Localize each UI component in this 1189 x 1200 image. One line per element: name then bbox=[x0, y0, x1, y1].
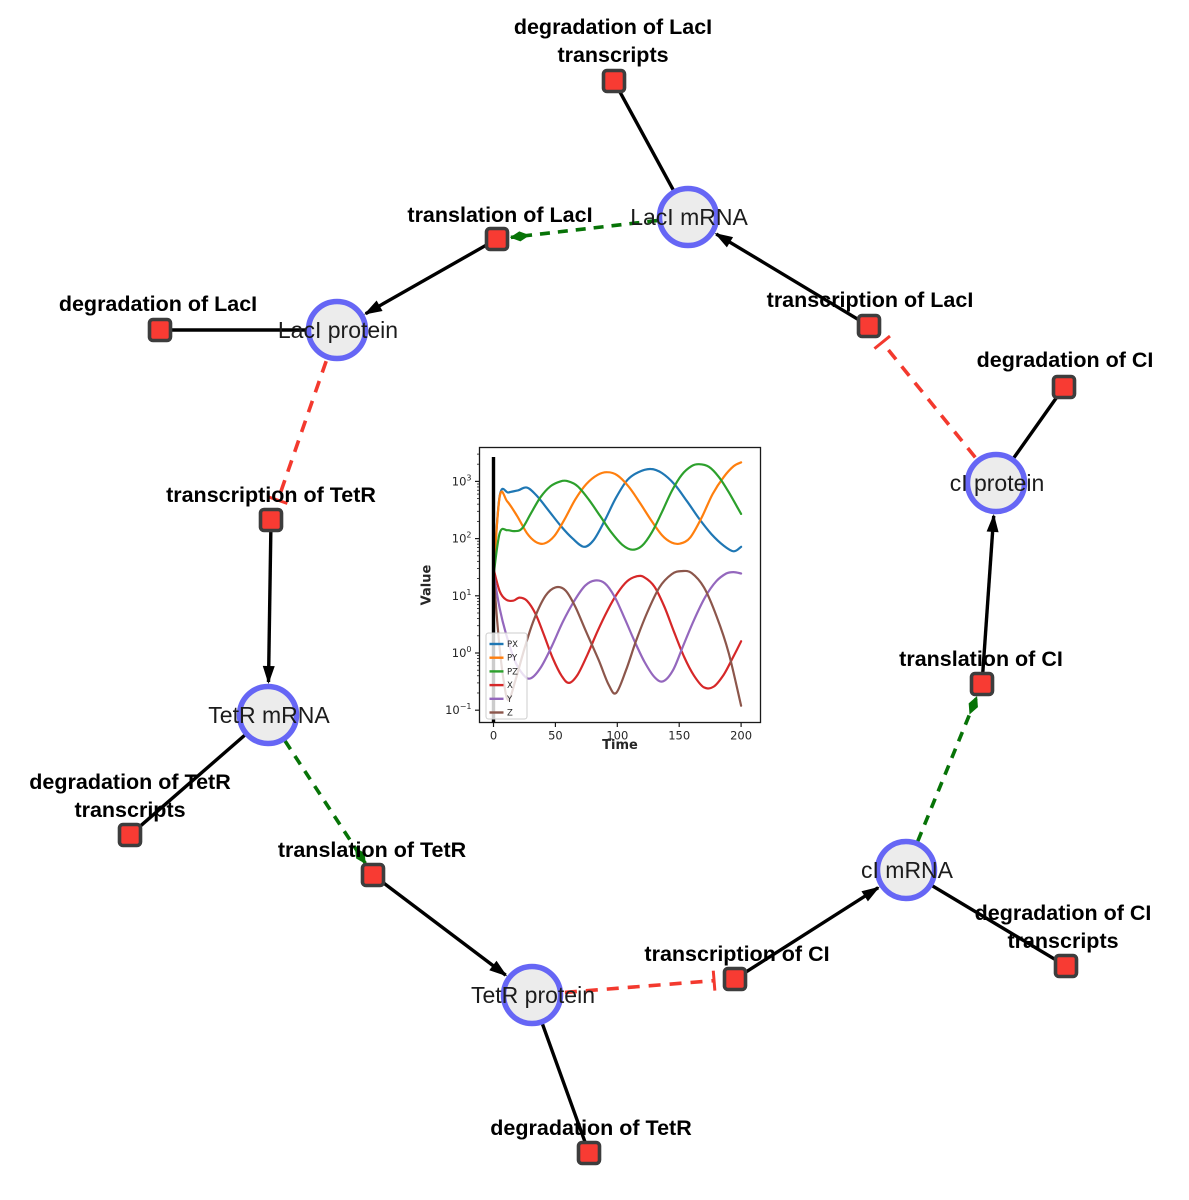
legend-label-X: X bbox=[507, 681, 513, 691]
y-axis-label: Value bbox=[420, 564, 435, 605]
y-tick-label: 102 bbox=[452, 531, 472, 546]
y-tick-label: 100 bbox=[452, 645, 472, 660]
x-tick-label: 50 bbox=[548, 729, 563, 743]
x-axis-label: Time bbox=[602, 738, 638, 753]
species-label-laci-mrna: LacI mRNA bbox=[630, 204, 748, 230]
x-tick-label: 200 bbox=[730, 729, 752, 743]
plot-frame bbox=[478, 446, 762, 724]
nodes-layer bbox=[117, 68, 1079, 1166]
series-line-PZ bbox=[492, 463, 743, 578]
edge-modifier-laci-mrna-to-translation-of-laci[interactable] bbox=[509, 218, 658, 242]
edge-production-translation-of-tetr-to-tetr-protein[interactable] bbox=[380, 880, 508, 977]
reaction-label-transcription-of-tetr: transcription of TetR bbox=[166, 483, 376, 507]
reaction-node-translation-of-laci[interactable] bbox=[484, 226, 510, 252]
reaction-node-transcription-of-tetr[interactable] bbox=[258, 507, 284, 533]
species-node-laci-mrna[interactable] bbox=[656, 185, 720, 249]
species-node-tetr-mrna[interactable] bbox=[236, 683, 300, 747]
species-node-laci-protein[interactable] bbox=[305, 298, 369, 362]
species-label-tetr-protein: TetR protein bbox=[471, 982, 595, 1008]
reaction-label-translation-of-laci: translation of LacI bbox=[407, 203, 592, 227]
reaction-label-transcription-of-laci: transcription of LacI bbox=[767, 288, 974, 312]
reaction-label-translation-of-ci: translation of CI bbox=[899, 647, 1063, 671]
edge-production-translation-of-laci-to-laci-protein[interactable] bbox=[363, 242, 489, 316]
edge-inhibition-laci-protein-to-transcription-of-tetr[interactable] bbox=[267, 360, 328, 505]
series-line-PY bbox=[492, 461, 743, 578]
species-node-ci-mrna[interactable] bbox=[874, 838, 938, 902]
reaction-label-degradation-of-tetr-transcripts: degradation of TetR bbox=[29, 770, 231, 794]
edges-layer bbox=[137, 89, 1060, 1144]
x-tick-label: 100 bbox=[606, 729, 628, 743]
reaction-label-transcription-of-ci: transcription of CI bbox=[644, 942, 829, 966]
edge-consumption-tetr-protein-to-degradation-of-tetr[interactable] bbox=[540, 1021, 587, 1144]
reaction-node-degradation-of-laci-transcripts[interactable] bbox=[601, 68, 627, 94]
species-label-ci-protein: cI protein bbox=[950, 470, 1045, 496]
legend: PX PY PZ XYZ bbox=[485, 632, 528, 720]
edge-consumption-ci-protein-to-degradation-of-ci[interactable] bbox=[1011, 394, 1060, 461]
edge-consumption-laci-mrna-to-degradation-of-laci-transcripts[interactable] bbox=[617, 89, 676, 193]
edge-inhibition-tetr-protein-to-transcription-of-ci[interactable] bbox=[564, 970, 717, 995]
labels-layer: LacI mRNA LacI protein TetR mRNA TetR prote… bbox=[29, 15, 1153, 1140]
species-node-tetr-protein[interactable] bbox=[500, 963, 564, 1027]
edge-production-transcription-of-laci-to-laci-mrna[interactable] bbox=[714, 232, 861, 322]
species-node-ci-protein[interactable] bbox=[964, 451, 1028, 515]
edge-consumption-tetr-mrna-to-degradation-of-tetr-transcripts[interactable] bbox=[137, 732, 248, 830]
reaction-node-degradation-of-tetr-transcripts[interactable] bbox=[117, 822, 143, 848]
edge-consumption-ci-mrna-to-degradation-of-ci-transcripts[interactable] bbox=[929, 883, 1058, 962]
reaction-node-degradation-of-ci[interactable] bbox=[1051, 374, 1077, 400]
reaction-node-transcription-of-ci[interactable] bbox=[722, 966, 748, 992]
reaction-label-degradation-of-ci: degradation of CI bbox=[977, 348, 1154, 372]
legend-label-Y: Y bbox=[506, 695, 513, 705]
edge-modifier-tetr-mrna-to-translation-of-tetr[interactable] bbox=[283, 739, 367, 865]
edge-production-translation-of-ci-to-ci-protein[interactable] bbox=[981, 513, 999, 674]
reaction-node-transcription-of-laci[interactable] bbox=[856, 313, 882, 339]
legend-label-PY: PY bbox=[507, 654, 518, 664]
reaction-label-degradation-of-laci: degradation of LacI bbox=[59, 292, 257, 316]
x-tick-label: 0 bbox=[490, 729, 497, 743]
reaction-label-translation-of-tetr: translation of TetR bbox=[278, 838, 467, 862]
reaction-node-translation-of-ci[interactable] bbox=[969, 671, 995, 697]
inset-plot: 10−1 100 101 102 103 0 50 100 150 200 PX PY PZ XYZ Ti… bbox=[420, 446, 762, 753]
edge-inhibition-ci-protein-to-transcription-of-laci[interactable] bbox=[873, 334, 977, 459]
species-label-laci-protein: LacI protein bbox=[278, 317, 398, 343]
reaction-node-degradation-of-tetr[interactable] bbox=[576, 1140, 602, 1166]
legend-box bbox=[485, 632, 528, 720]
reaction-node-degradation-of-laci[interactable] bbox=[147, 317, 173, 343]
reaction-node-degradation-of-ci-transcripts[interactable] bbox=[1053, 953, 1079, 979]
y-tick-label: 103 bbox=[452, 473, 472, 488]
reaction-label-degradation-of-tetr-transcripts-line2: transcripts bbox=[74, 798, 185, 822]
series-line-PX bbox=[492, 467, 743, 578]
reaction-label-degradation-of-laci-transcripts: degradation of LacI bbox=[514, 15, 712, 39]
edge-production-transcription-of-tetr-to-tetr-mrna[interactable] bbox=[262, 530, 275, 685]
legend-label-PX: PX bbox=[507, 640, 518, 650]
species-label-tetr-mrna: TetR mRNA bbox=[208, 702, 330, 728]
legend-label-Z: Z bbox=[507, 709, 513, 719]
species-label-ci-mrna: cI mRNA bbox=[861, 857, 954, 883]
edge-production-transcription-of-ci-to-ci-mrna[interactable] bbox=[743, 886, 880, 975]
reaction-label-degradation-of-tetr: degradation of TetR bbox=[490, 1116, 692, 1140]
x-tick-label: 150 bbox=[668, 729, 690, 743]
edge-modifier-ci-mrna-to-translation-of-ci[interactable] bbox=[916, 696, 979, 842]
y-tick-label: 101 bbox=[452, 588, 472, 603]
legend-label-PZ: PZ bbox=[507, 667, 518, 677]
reaction-label-degradation-of-laci-transcripts-line2: transcripts bbox=[557, 43, 668, 67]
series-line-Z bbox=[492, 569, 743, 707]
series-line-X bbox=[492, 567, 743, 690]
reaction-node-translation-of-tetr[interactable] bbox=[360, 862, 386, 888]
reaction-label-degradation-of-ci-transcripts: degradation of CI bbox=[975, 901, 1152, 925]
reaction-label-degradation-of-ci-transcripts-line2: transcripts bbox=[1007, 929, 1118, 953]
y-tick-label: 10−1 bbox=[445, 702, 471, 717]
